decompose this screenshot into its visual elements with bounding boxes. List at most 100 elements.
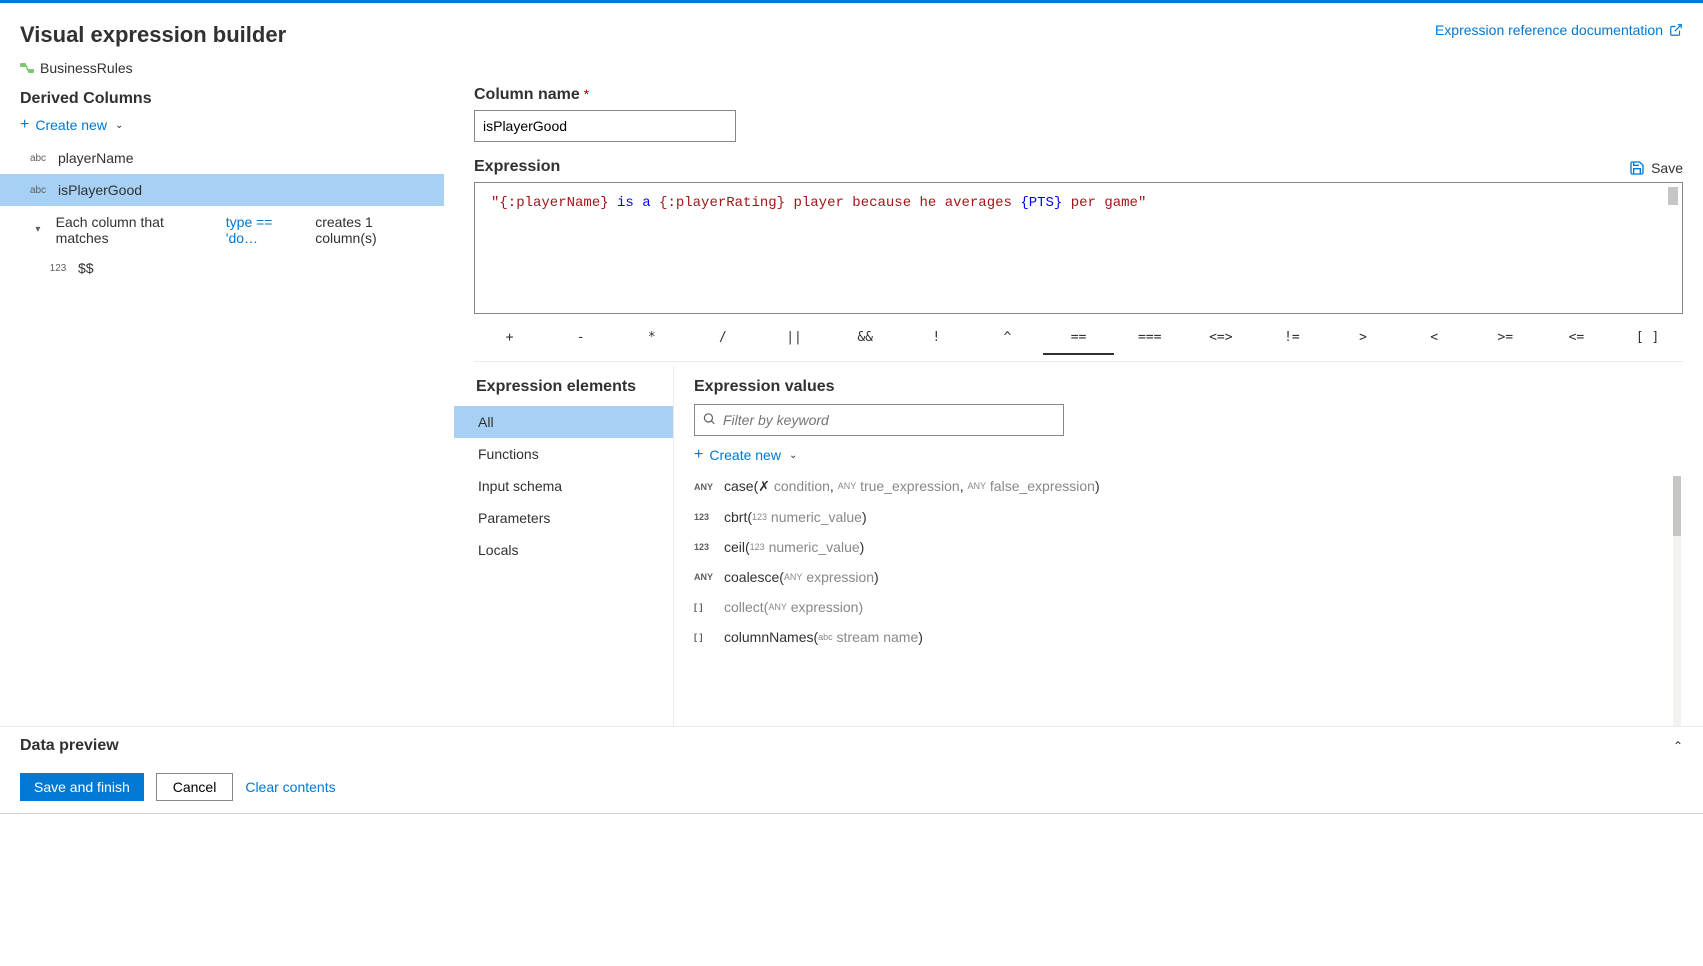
pattern-sub-name: $$ — [78, 260, 94, 276]
expression-label: Expression — [474, 158, 560, 176]
save-expression-button[interactable]: Save — [1629, 160, 1683, 176]
operator-button[interactable]: <=> — [1185, 322, 1256, 355]
search-icon — [702, 412, 716, 429]
plus-icon: + — [20, 116, 29, 134]
element-category-item[interactable]: All — [454, 406, 673, 438]
create-new-label: Create new — [35, 117, 107, 133]
pattern-expression: type == 'do… — [226, 214, 307, 246]
lower-split: Expression elements AllFunctionsInput sc… — [474, 366, 1683, 726]
operator-button[interactable]: == — [1043, 322, 1114, 355]
expression-token: player because he averages — [785, 195, 1020, 211]
column-list-item[interactable]: abcplayerName — [0, 142, 444, 174]
expression-token: per game" — [1062, 195, 1146, 211]
transform-name: BusinessRules — [40, 60, 133, 76]
function-row[interactable]: ANY case(✗ condition, ANY true_expression… — [694, 478, 1683, 495]
operator-button[interactable]: && — [830, 322, 901, 355]
cancel-button[interactable]: Cancel — [156, 773, 234, 801]
operator-button[interactable]: / — [687, 322, 758, 355]
external-link-icon — [1669, 23, 1683, 37]
function-row[interactable]: 123 cbrt(123 numeric_value) — [694, 509, 1683, 525]
column-name-section: Column name * — [474, 86, 1683, 142]
operator-button[interactable]: >= — [1470, 322, 1541, 355]
create-new-value-button[interactable]: + Create new ⌄ — [694, 446, 797, 464]
function-signature: cbrt(123 numeric_value) — [724, 509, 867, 525]
save-label: Save — [1651, 160, 1683, 176]
editor-scrollbar-thumb[interactable] — [1668, 187, 1678, 205]
element-category-item[interactable]: Locals — [454, 534, 673, 566]
operator-button[interactable]: ! — [901, 322, 972, 355]
column-name: isPlayerGood — [58, 182, 142, 198]
create-new-value-label: Create new — [709, 447, 781, 463]
column-list: abcplayerNameabcisPlayerGood — [20, 142, 444, 206]
header-row: Visual expression builder Expression ref… — [0, 22, 1703, 54]
column-list-item[interactable]: abc isPlayerGood — [0, 174, 444, 206]
collapse-caret-icon: ▾ — [28, 224, 48, 235]
data-preview-label: Data preview — [20, 737, 119, 755]
function-row[interactable]: [ ] columnNames(abc stream name) — [694, 629, 1683, 645]
values-title: Expression values — [694, 372, 1683, 404]
operator-toolbar: +-*/||&&!^=====<=>!=><>=<=[ ] — [474, 316, 1683, 362]
chevron-down-icon: ⌄ — [789, 450, 797, 461]
chevron-down-icon: ⌄ — [115, 120, 123, 131]
return-type-badge: [ ] — [694, 602, 716, 612]
operator-button[interactable]: - — [545, 322, 616, 355]
return-type-badge: ANY — [694, 572, 716, 582]
function-row[interactable]: [ ] collect(ANY expression) — [694, 599, 1683, 615]
operator-button[interactable]: + — [474, 322, 545, 355]
pattern-sub-column[interactable]: 123 $$ — [0, 254, 444, 282]
footer-actions: Save and finish Cancel Clear contents — [0, 765, 1703, 814]
function-signature: columnNames(abc stream name) — [724, 629, 923, 645]
column-name: playerName — [58, 150, 133, 166]
clear-contents-link[interactable]: Clear contents — [245, 779, 335, 795]
page-title: Visual expression builder — [20, 22, 286, 48]
expression-token: {:playerRating} — [659, 195, 785, 211]
values-scrollbar-thumb[interactable] — [1673, 476, 1681, 536]
derived-columns-title: Derived Columns — [20, 86, 444, 112]
operator-button[interactable]: < — [1399, 322, 1470, 355]
pattern-prefix: Each column that matches — [56, 214, 218, 246]
function-list: ANY case(✗ condition, ANY true_expression… — [694, 478, 1683, 655]
expression-token: {PTS} — [1020, 195, 1062, 211]
pattern-row[interactable]: ▾ Each column that matches type == 'do… … — [0, 206, 444, 254]
return-type-badge: 123 — [694, 512, 716, 522]
type-badge: abc — [28, 185, 48, 196]
content-row: Derived Columns + Create new ⌄ abcplayer… — [0, 86, 1703, 726]
chevron-up-icon: ⌃ — [1673, 739, 1683, 753]
expression-token: is a — [609, 195, 659, 211]
return-type-badge: [ ] — [694, 632, 716, 642]
doc-link[interactable]: Expression reference documentation — [1435, 22, 1683, 38]
operator-button[interactable]: != — [1256, 322, 1327, 355]
column-name-label: Column name — [474, 86, 580, 103]
function-row[interactable]: 123 ceil(123 numeric_value) — [694, 539, 1683, 555]
filter-wrap — [694, 404, 1064, 436]
operator-button[interactable]: ^ — [972, 322, 1043, 355]
save-and-finish-button[interactable]: Save and finish — [20, 773, 144, 801]
create-new-column-button[interactable]: + Create new ⌄ — [20, 112, 123, 142]
doc-link-label: Expression reference documentation — [1435, 22, 1663, 38]
operator-button[interactable]: === — [1114, 322, 1185, 355]
element-category-item[interactable]: Input schema — [454, 470, 673, 502]
element-category-item[interactable]: Parameters — [454, 502, 673, 534]
function-signature: case(✗ condition, ANY true_expression, A… — [724, 478, 1100, 495]
expression-editor[interactable]: "{:playerName} is a {:playerRating} play… — [474, 182, 1683, 314]
values-scrollbar[interactable] — [1673, 476, 1681, 726]
element-category-item[interactable]: Functions — [454, 438, 673, 470]
operator-button[interactable]: [ ] — [1612, 322, 1683, 355]
function-signature: collect(ANY expression) — [724, 599, 863, 615]
operator-button[interactable]: <= — [1541, 322, 1612, 355]
operator-button[interactable]: || — [759, 322, 830, 355]
plus-icon: + — [694, 446, 703, 464]
left-pane: Derived Columns + Create new ⌄ abcplayer… — [0, 86, 444, 726]
operator-button[interactable]: > — [1328, 322, 1399, 355]
return-type-badge: ANY — [694, 482, 716, 492]
return-type-badge: 123 — [694, 542, 716, 552]
function-signature: ceil(123 numeric_value) — [724, 539, 864, 555]
expression-label-row: Expression Save — [474, 158, 1683, 176]
elements-title: Expression elements — [474, 372, 673, 406]
function-row[interactable]: ANYcoalesce(ANY expression) — [694, 569, 1683, 585]
filter-input[interactable] — [694, 404, 1064, 436]
operator-button[interactable]: * — [616, 322, 687, 355]
right-pane: Column name * Expression Save "{:playerN… — [444, 86, 1703, 726]
column-name-input[interactable] — [474, 110, 736, 142]
data-preview-bar[interactable]: Data preview ⌃ — [0, 726, 1703, 765]
